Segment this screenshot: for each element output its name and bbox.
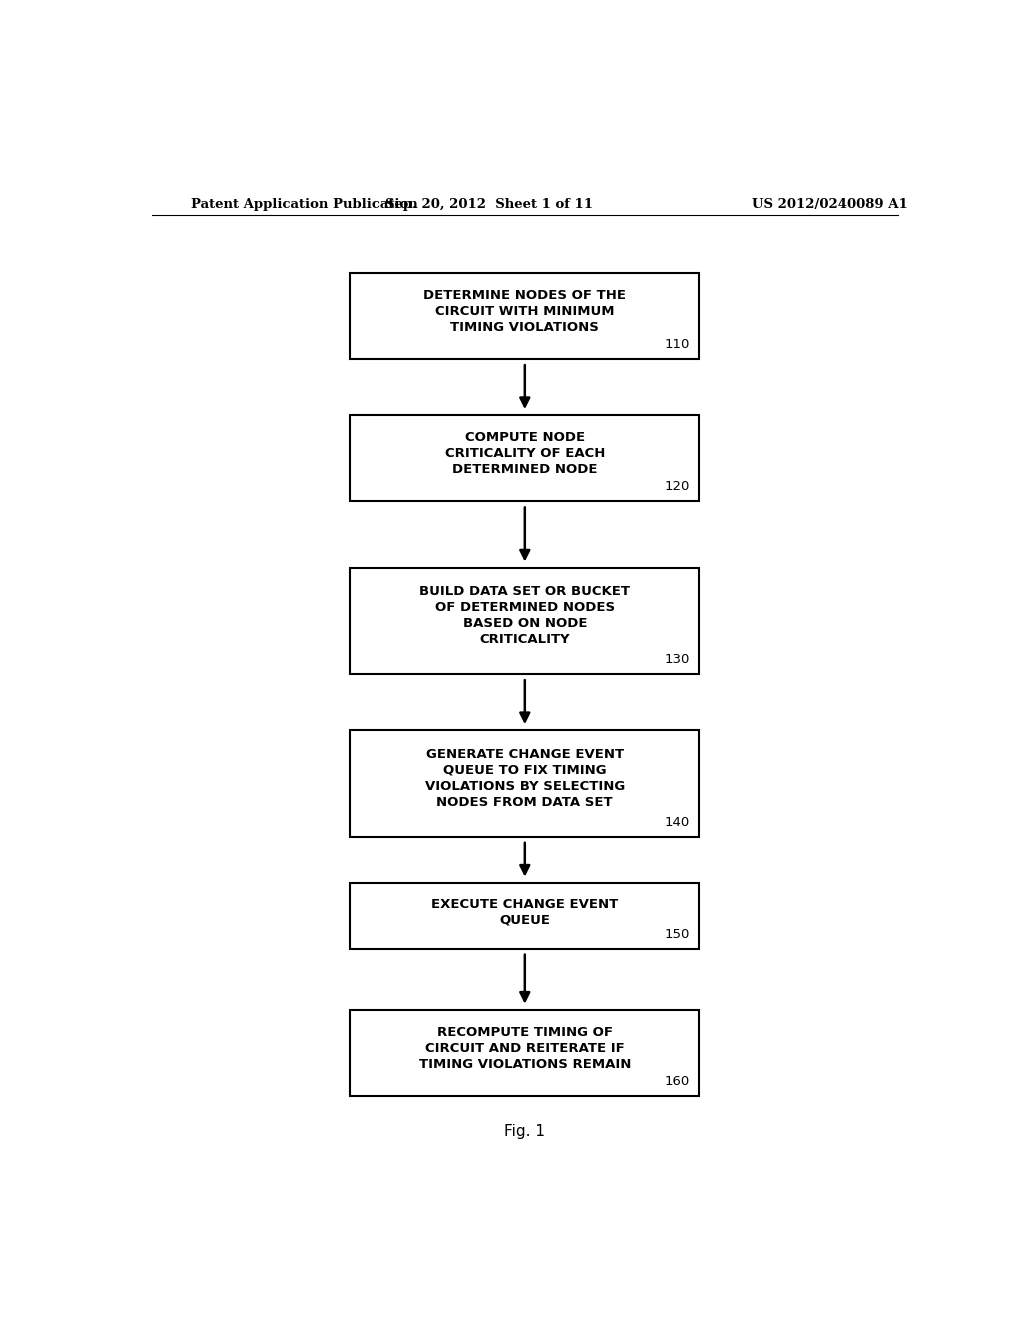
Bar [350, 730, 699, 837]
Text: 120: 120 [665, 480, 690, 494]
Bar [350, 883, 699, 949]
Text: Fig. 1: Fig. 1 [504, 1123, 546, 1139]
Bar [350, 568, 699, 675]
Bar [350, 1010, 699, 1096]
Bar [350, 273, 699, 359]
Bar [350, 414, 699, 502]
Text: 140: 140 [665, 816, 690, 829]
Text: BUILD DATA SET OR BUCKET
OF DETERMINED NODES
BASED ON NODE
CRITICALITY: BUILD DATA SET OR BUCKET OF DETERMINED N… [419, 585, 631, 645]
Text: Patent Application Publication: Patent Application Publication [191, 198, 418, 211]
Text: DETERMINE NODES OF THE
CIRCUIT WITH MINIMUM
TIMING VIOLATIONS: DETERMINE NODES OF THE CIRCUIT WITH MINI… [423, 289, 627, 334]
Text: EXECUTE CHANGE EVENT
QUEUE: EXECUTE CHANGE EVENT QUEUE [431, 898, 618, 927]
Text: COMPUTE NODE
CRITICALITY OF EACH
DETERMINED NODE: COMPUTE NODE CRITICALITY OF EACH DETERMI… [444, 432, 605, 477]
Text: 150: 150 [665, 928, 690, 941]
Text: US 2012/0240089 A1: US 2012/0240089 A1 [753, 198, 908, 211]
Text: RECOMPUTE TIMING OF
CIRCUIT AND REITERATE IF
TIMING VIOLATIONS REMAIN: RECOMPUTE TIMING OF CIRCUIT AND REITERAT… [419, 1026, 631, 1071]
Text: Sep. 20, 2012  Sheet 1 of 11: Sep. 20, 2012 Sheet 1 of 11 [385, 198, 593, 211]
Text: GENERATE CHANGE EVENT
QUEUE TO FIX TIMING
VIOLATIONS BY SELECTING
NODES FROM DAT: GENERATE CHANGE EVENT QUEUE TO FIX TIMIN… [425, 747, 625, 809]
Text: 160: 160 [665, 1074, 690, 1088]
Text: 130: 130 [665, 653, 690, 667]
Text: 110: 110 [665, 338, 690, 351]
